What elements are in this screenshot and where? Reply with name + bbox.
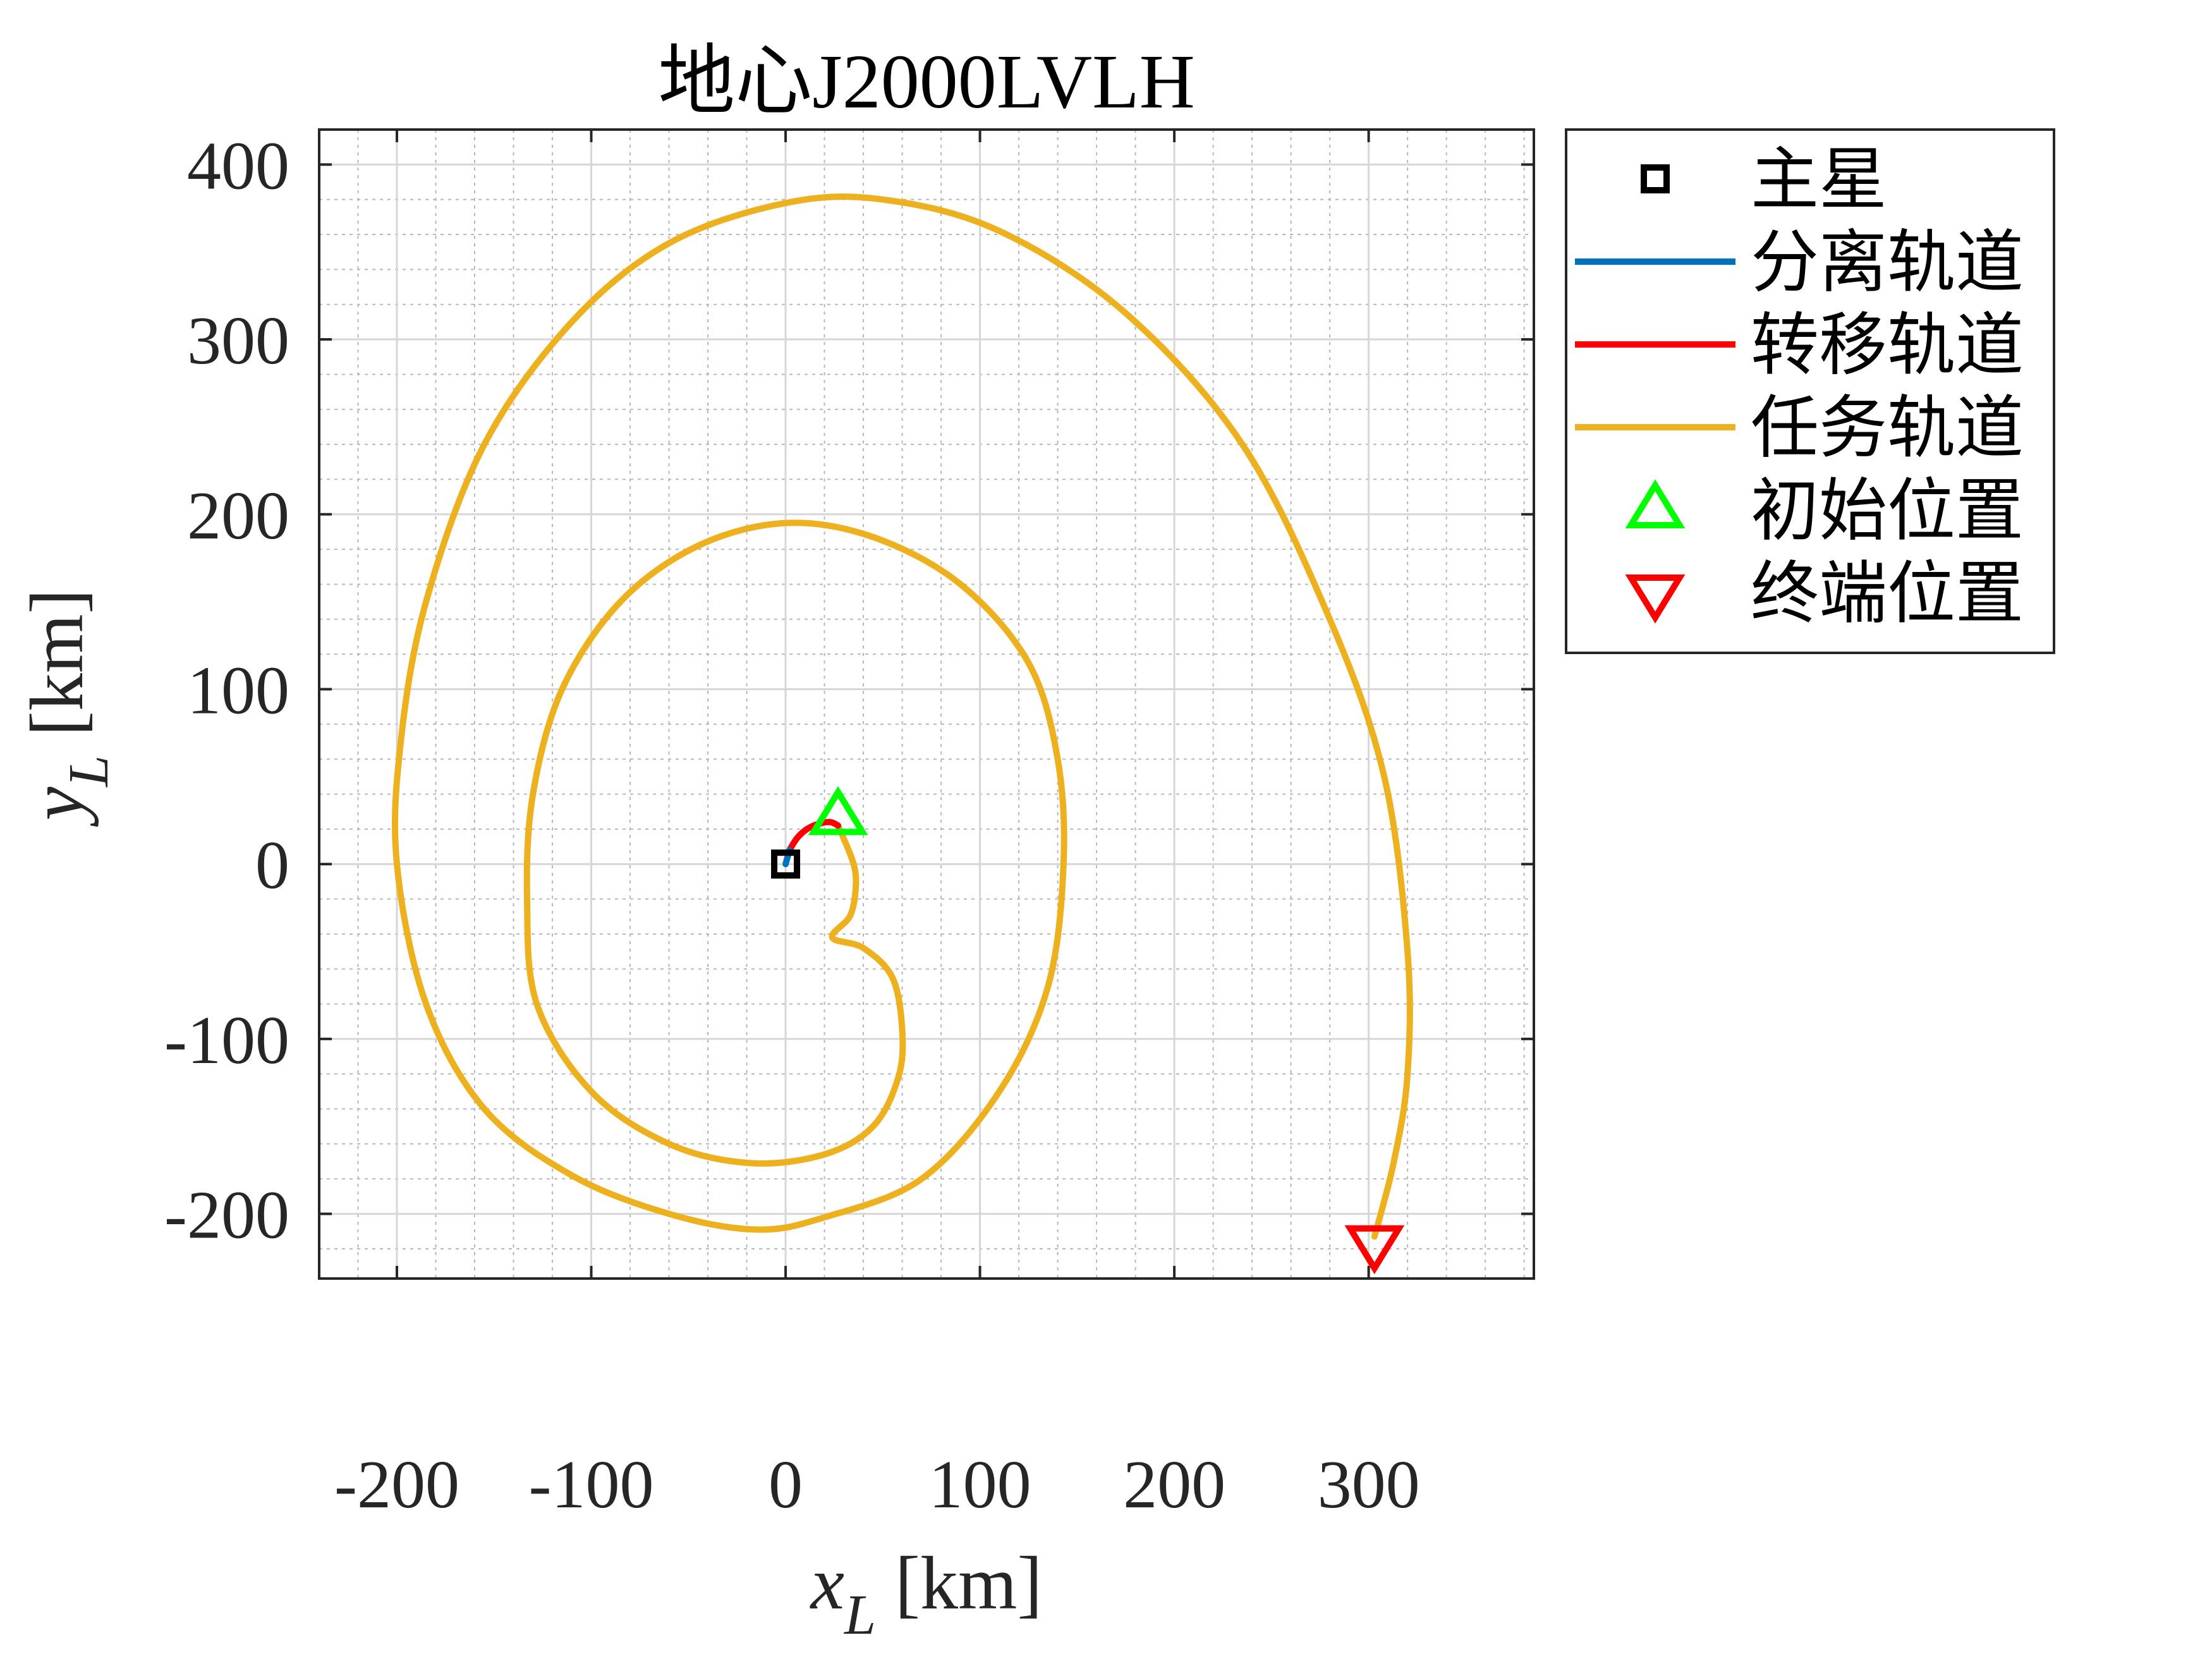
series-line-转移轨道	[786, 818, 842, 854]
y-tick-label: 0	[255, 828, 289, 903]
y-tick-label: 400	[187, 128, 289, 204]
series-line-任务轨道	[391, 193, 1413, 1240]
x-tick-label: 300	[1318, 1447, 1420, 1522]
legend-label-任务轨道: 任务轨道	[1751, 389, 2024, 468]
x-axis-label: xL [km]	[810, 1541, 1043, 1646]
x-tick-label: 0	[769, 1447, 803, 1522]
tick-marks	[319, 130, 1534, 1279]
tick-labels: -200 -100 0 100 200 300 -200 -100 0 100 200 300 400	[164, 128, 1420, 1522]
series-marker-主星	[771, 849, 801, 879]
legend-marker-主星	[1641, 164, 1670, 193]
x-axis-label-sub: L	[843, 1584, 876, 1646]
y-axis-label-sub: L	[58, 755, 120, 788]
y-tick-label: 100	[187, 653, 289, 728]
series-marker-初始位置	[808, 786, 868, 836]
legend-box	[1565, 128, 2055, 654]
y-tick-label: 200	[187, 478, 289, 554]
plot-frame	[318, 128, 1535, 1280]
y-tick-label: 300	[187, 303, 289, 379]
x-axis-label-unit: [km]	[895, 1541, 1042, 1625]
series-layer	[391, 193, 1413, 1275]
y-tick-label: -200	[164, 1178, 289, 1253]
x-tick-label: -200	[334, 1447, 459, 1522]
legend-label-主星: 主星	[1751, 140, 1887, 219]
major-grid	[319, 130, 1534, 1279]
legend-label-初始位置: 初始位置	[1751, 471, 2024, 550]
series-marker-终端位置	[1344, 1225, 1405, 1275]
legend-label-转移轨道: 转移轨道	[1751, 306, 2024, 385]
legend-marker-初始位置	[1625, 479, 1686, 528]
x-tick-label: -100	[529, 1447, 654, 1522]
y-axis-label-main: y	[15, 786, 99, 827]
y-axis-label: yL [km]	[15, 589, 120, 828]
legend-label-终端位置: 终端位置	[1751, 554, 2024, 633]
x-axis-label-main: x	[810, 1541, 844, 1625]
x-tick-label: 200	[1123, 1447, 1225, 1522]
plot-area	[319, 130, 1534, 1279]
chart-title: 地心J2000LVLH	[658, 39, 1195, 125]
legend-label-分离轨道: 分离轨道	[1751, 223, 2024, 302]
y-tick-label: -100	[164, 1003, 289, 1078]
y-axis-label-unit: [km]	[15, 589, 99, 736]
x-tick-label: 100	[929, 1447, 1031, 1522]
legend-marker-终端位置	[1625, 574, 1686, 624]
